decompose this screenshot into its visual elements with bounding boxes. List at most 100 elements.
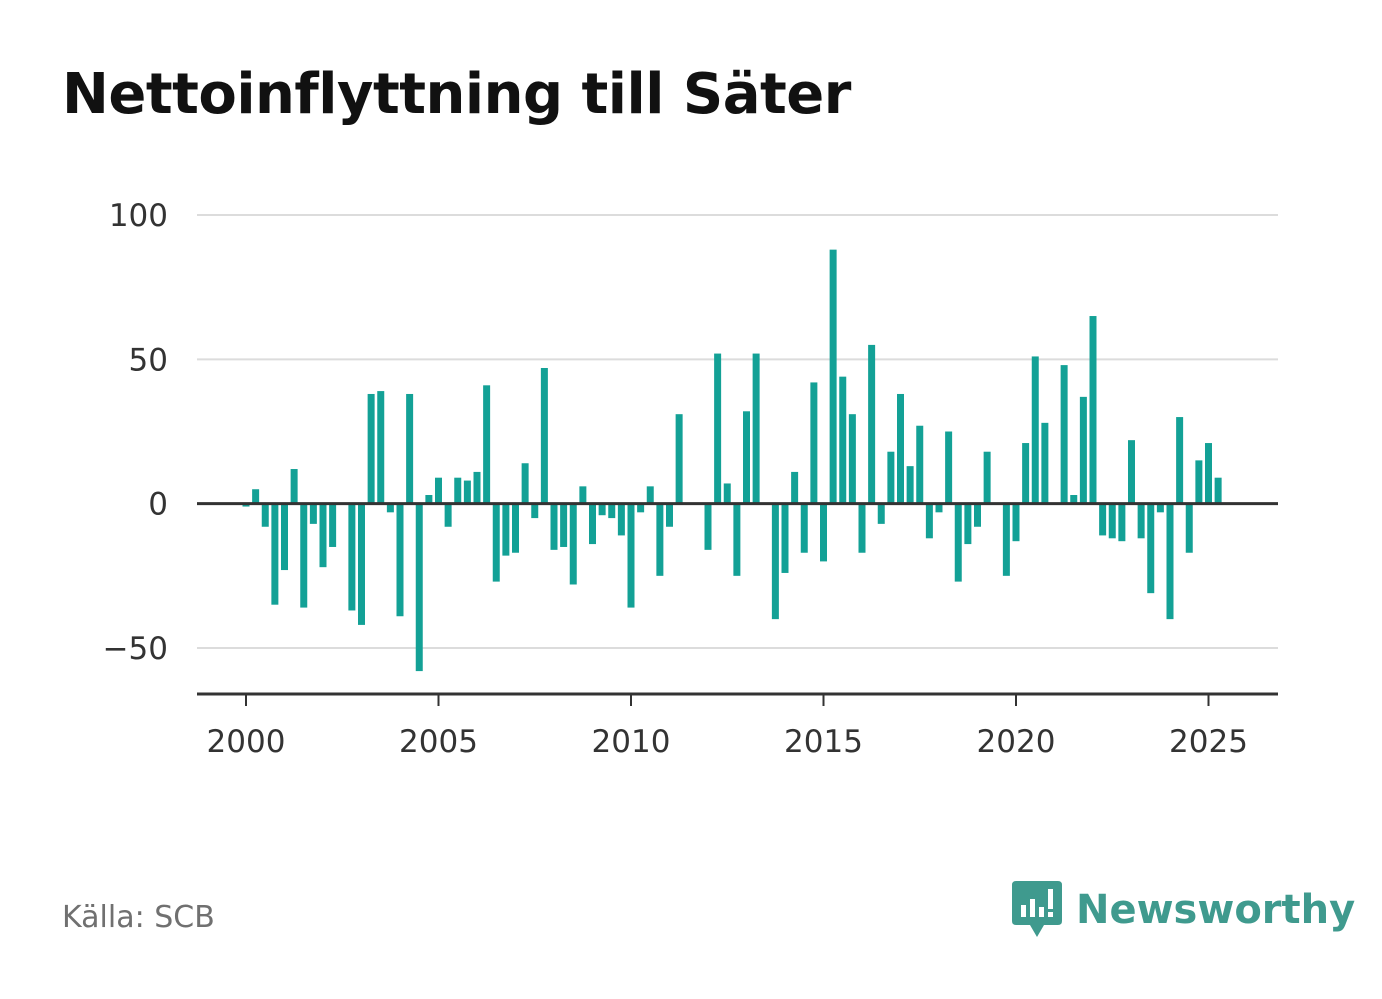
bar <box>560 503 568 547</box>
bar <box>463 480 471 504</box>
bar <box>752 353 760 504</box>
bar <box>569 503 577 585</box>
bar <box>589 503 596 545</box>
bar <box>348 503 356 611</box>
bar <box>887 451 895 504</box>
chart-title: Nettoinflyttning till Säter <box>62 62 851 127</box>
brand-name: Newsworthy <box>1076 887 1356 933</box>
bar <box>627 503 635 608</box>
bar <box>704 503 712 550</box>
bar <box>1031 356 1039 504</box>
bar <box>868 344 876 504</box>
y-tick-label: 0 <box>148 487 168 523</box>
bar <box>1108 503 1116 539</box>
x-tick-label: 2015 <box>784 724 863 760</box>
bar <box>858 503 866 553</box>
bar <box>925 503 933 539</box>
x-axis: 2000 2005 2010 2015 2020 2025 <box>197 692 1278 760</box>
bar <box>435 477 442 504</box>
bar <box>646 486 654 504</box>
bar <box>916 425 924 504</box>
bar <box>983 451 991 504</box>
bar <box>271 503 279 605</box>
bar <box>492 503 500 582</box>
bar <box>261 503 269 527</box>
bar <box>1128 440 1135 504</box>
bar <box>367 393 375 504</box>
bar <box>617 503 625 536</box>
bar <box>771 503 779 620</box>
gridlines <box>197 214 1278 649</box>
bar <box>974 503 981 527</box>
x-tick-label: 2020 <box>977 724 1056 760</box>
x-tick-label: 2025 <box>1169 724 1248 760</box>
x-tick-label: 2000 <box>207 724 286 760</box>
bar <box>906 466 914 504</box>
bar <box>733 503 741 576</box>
bar <box>820 503 827 562</box>
bar <box>502 503 510 556</box>
bar <box>309 503 317 524</box>
bar <box>300 503 308 608</box>
bar <box>829 249 837 504</box>
y-axis-labels: 100 50 0 −50 <box>103 198 168 667</box>
bar <box>521 463 529 504</box>
bar <box>1156 503 1164 513</box>
bar <box>1022 443 1030 504</box>
bar <box>473 471 481 504</box>
bar <box>425 495 433 504</box>
bar <box>954 503 962 582</box>
bar <box>839 376 847 504</box>
brand-logo: Newsworthy <box>1010 878 1355 942</box>
bar <box>897 393 904 504</box>
bar <box>848 414 856 504</box>
bar <box>386 503 394 513</box>
bar <box>810 382 818 504</box>
bar <box>964 503 972 545</box>
bar <box>579 486 587 504</box>
source-note: Källa: SCB <box>62 900 215 935</box>
bar <box>540 367 548 504</box>
bar <box>281 503 288 571</box>
bar <box>781 503 789 573</box>
y-tick-label: 100 <box>109 198 168 234</box>
bar <box>608 503 616 519</box>
bar <box>1118 503 1126 542</box>
bar <box>675 414 683 504</box>
bar <box>935 503 943 513</box>
bar <box>396 503 404 617</box>
bars <box>242 249 1222 672</box>
bar <box>415 503 423 672</box>
bar <box>550 503 558 550</box>
bar <box>319 503 327 568</box>
bar <box>1060 365 1068 504</box>
bar <box>454 477 462 504</box>
bar <box>1079 396 1087 504</box>
bar <box>1195 460 1203 504</box>
bar <box>1089 316 1097 504</box>
bar <box>723 483 731 504</box>
bar <box>1147 503 1155 594</box>
bar <box>1137 503 1145 539</box>
bar <box>512 503 519 553</box>
bar <box>877 503 885 524</box>
bar <box>666 503 673 527</box>
bar <box>329 503 337 547</box>
newsworthy-logo-icon <box>1012 881 1062 937</box>
bar <box>406 393 414 504</box>
bar <box>791 471 799 504</box>
x-tick-label: 2005 <box>399 724 478 760</box>
bar <box>444 503 452 527</box>
x-tick-label: 2010 <box>592 724 671 760</box>
bar <box>1041 422 1049 504</box>
bar <box>945 431 953 504</box>
bar <box>1166 503 1174 620</box>
bar <box>1012 503 1020 542</box>
bar <box>1205 443 1212 504</box>
y-tick-label: −50 <box>103 631 168 667</box>
bar <box>800 503 808 553</box>
bar <box>714 353 722 504</box>
bar <box>377 391 385 504</box>
bar <box>358 503 365 625</box>
